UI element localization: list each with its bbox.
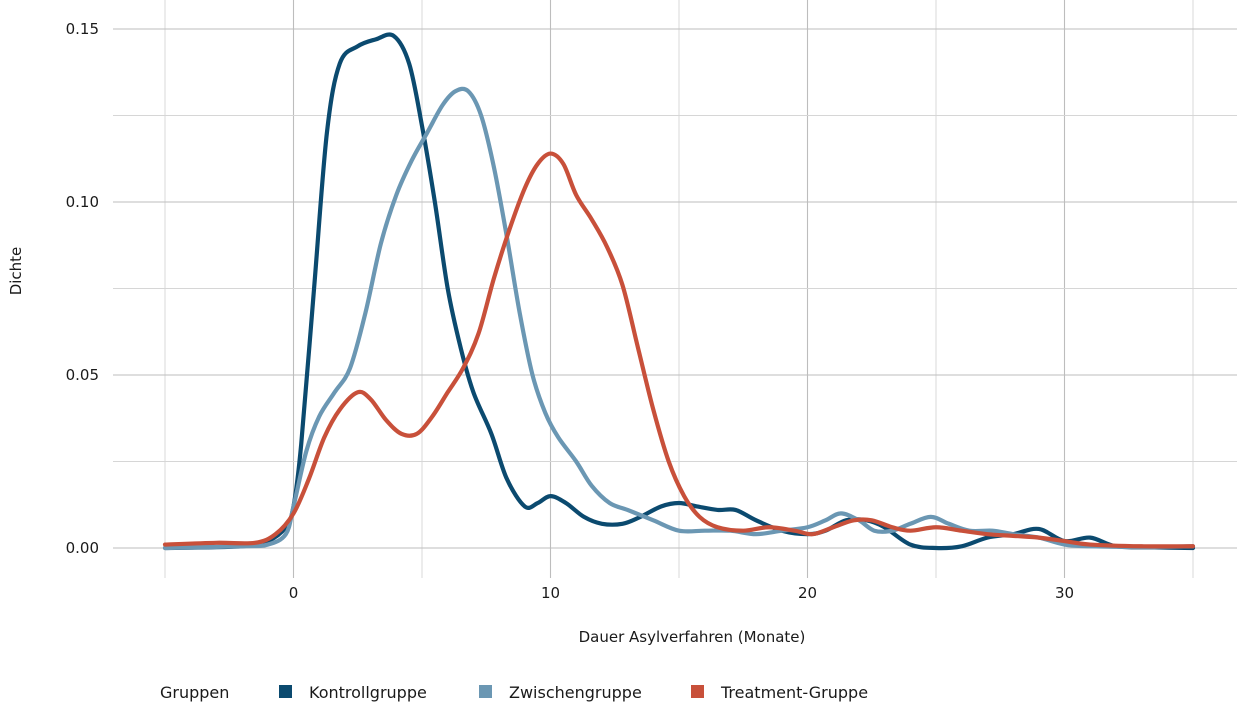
legend-title: Gruppen xyxy=(160,683,229,702)
x-tick-label: 0 xyxy=(289,584,299,602)
x-tick-label: 30 xyxy=(1055,584,1074,602)
legend: Gruppen Kontrollgruppe Zwischengruppe Trea… xyxy=(160,683,868,702)
legend-items: Kontrollgruppe Zwischengruppe Treatment-Gr… xyxy=(279,683,868,702)
y-axis-tick-labels: 0.00 0.05 0.10 0.15 xyxy=(66,20,99,557)
density-curves xyxy=(162,32,1196,551)
x-axis-tick-labels: 0 10 20 30 xyxy=(289,584,1074,602)
y-axis-title: Dichte xyxy=(7,247,25,296)
legend-item-treatment-gruppe: Treatment-Gruppe xyxy=(691,683,868,702)
legend-label: Treatment-Gruppe xyxy=(720,683,868,702)
legend-item-kontrollgruppe: Kontrollgruppe xyxy=(279,683,427,702)
y-tick-label: 0.00 xyxy=(66,539,99,557)
y-tick-label: 0.05 xyxy=(66,366,99,384)
legend-swatch xyxy=(279,685,292,698)
legend-item-zwischengruppe: Zwischengruppe xyxy=(479,683,642,702)
series-line-treatment-gruppe xyxy=(162,151,1196,549)
x-axis-title: Dauer Asylverfahren (Monate) xyxy=(579,628,806,646)
legend-label: Zwischengruppe xyxy=(509,683,642,702)
legend-swatch xyxy=(479,685,492,698)
x-tick-label: 10 xyxy=(541,584,560,602)
y-tick-label: 0.15 xyxy=(66,20,99,38)
x-tick-label: 20 xyxy=(798,584,817,602)
grid-lines xyxy=(113,0,1237,578)
series-line-kontrollgruppe xyxy=(162,32,1196,551)
series-line-zwischengruppe xyxy=(162,86,1196,551)
legend-label: Kontrollgruppe xyxy=(309,683,427,702)
legend-swatch xyxy=(691,685,704,698)
y-tick-label: 0.10 xyxy=(66,193,99,211)
